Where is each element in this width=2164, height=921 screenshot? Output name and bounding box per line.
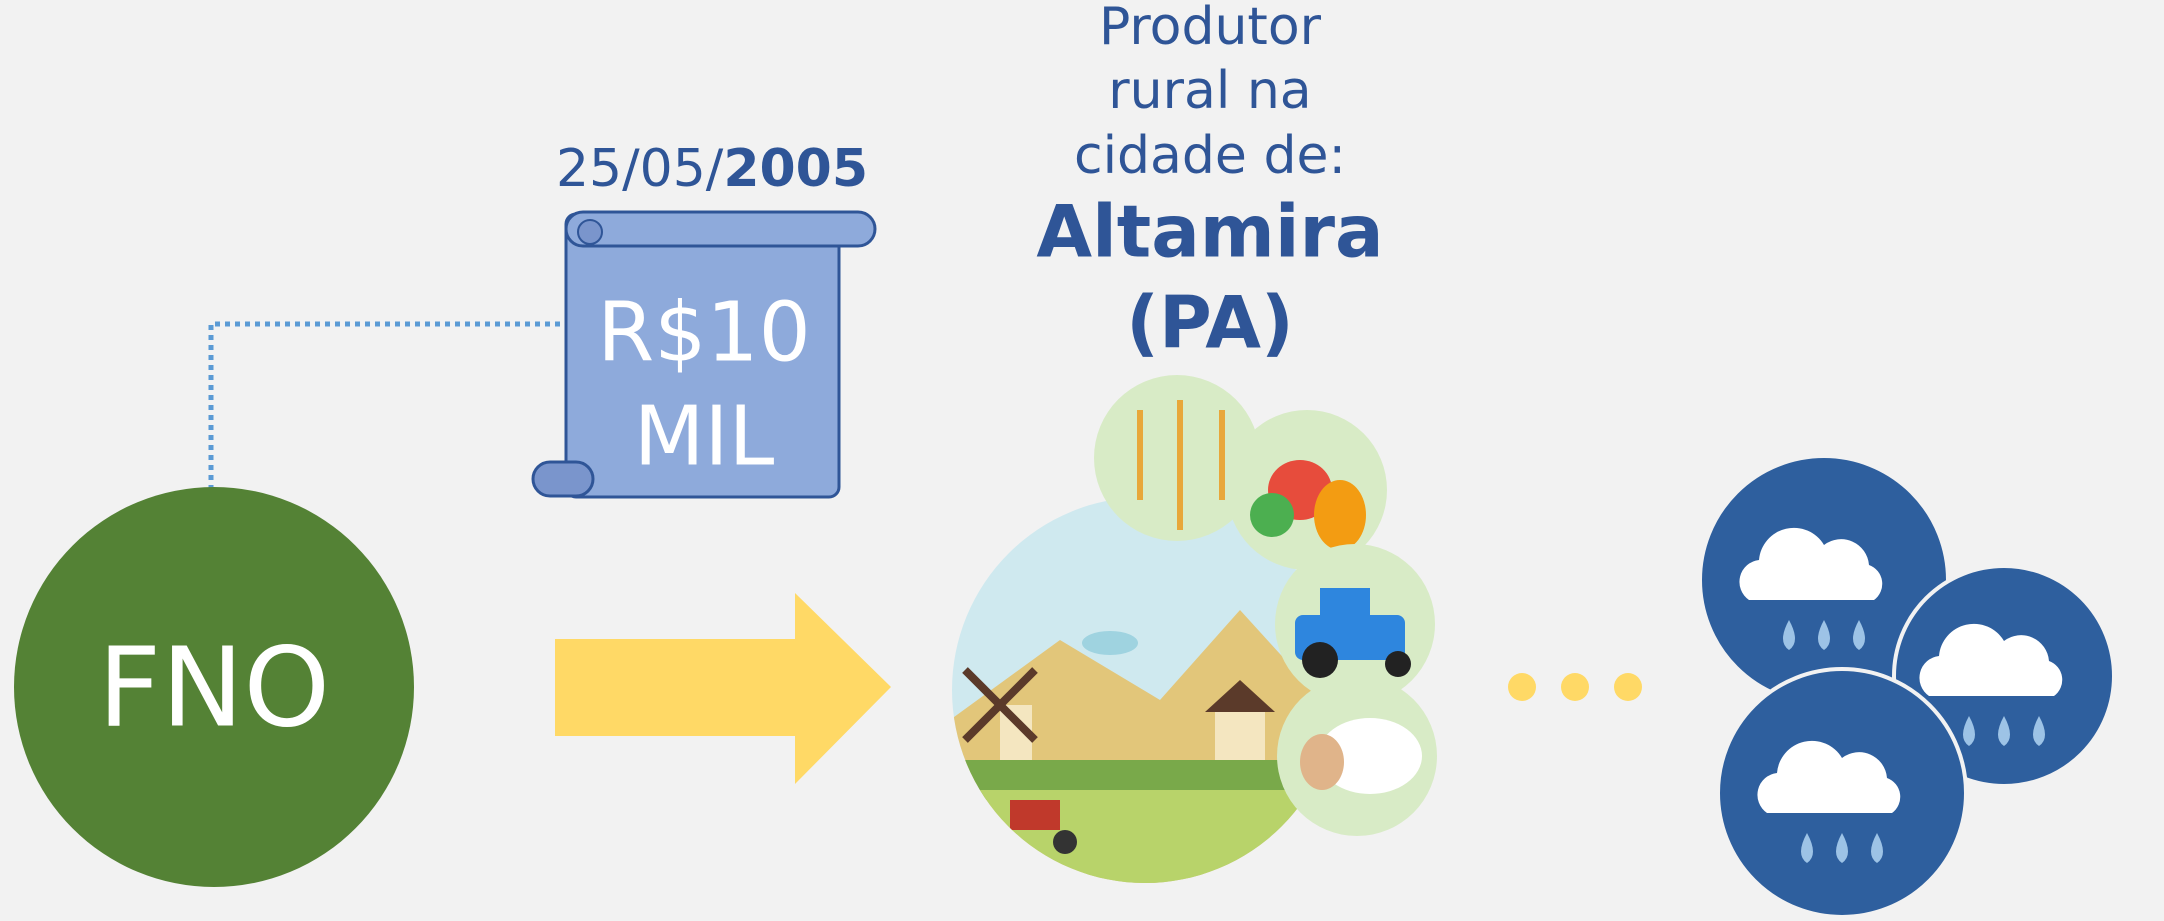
amount-line: R$10 xyxy=(597,285,811,380)
description-line: Produtor xyxy=(1099,0,1322,57)
date: 25/05/2005 xyxy=(556,139,868,199)
city-line: (PA) xyxy=(1126,281,1294,365)
ellipsis-dot xyxy=(1561,673,1589,701)
diagram: FNO 25/05/2005 R$10 MIL Produtor rural n… xyxy=(0,0,2164,921)
date-day-month: 25/05/ xyxy=(556,139,724,199)
amount-line: MIL xyxy=(634,389,775,484)
city-line: Altamira xyxy=(1036,190,1383,274)
page: FNO 25/05/2005 R$10 MIL Produtor rural n… xyxy=(0,0,2164,921)
description-line: cidade de: xyxy=(1074,126,1346,186)
description-line: rural na xyxy=(1108,61,1311,121)
ellipsis-dot xyxy=(1508,673,1536,701)
date-year: 2005 xyxy=(723,139,868,199)
ellipsis-dot xyxy=(1614,673,1642,701)
fno-label: FNO xyxy=(98,623,330,751)
